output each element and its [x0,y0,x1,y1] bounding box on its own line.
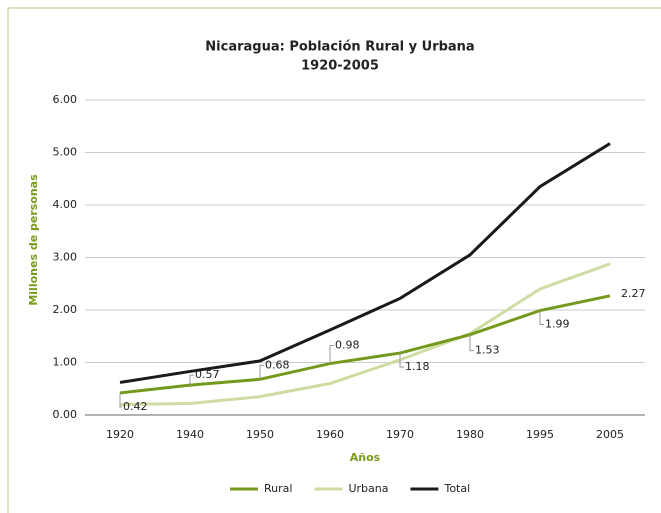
y-tick-label: 5.00 [53,146,78,159]
x-tick-label: 1950 [246,428,274,441]
label-leader [119,392,122,408]
x-axis-label: Años [350,451,381,464]
x-tick-label: 1920 [106,428,134,441]
chart-subtitle: 1920-2005 [301,59,379,74]
y-tick-label: 0.00 [53,408,78,421]
x-tick-label: 2005 [596,428,624,441]
data-label: 0.57 [195,368,220,381]
x-tick-label: 1970 [386,428,414,441]
x-tick-label: 1960 [316,428,344,441]
label-leader [399,353,404,368]
label-leader [259,364,264,380]
y-axis-label: Millones de personas [27,174,40,306]
line-series [119,142,611,384]
label-leader [329,345,334,364]
legend-label: Urbana [348,482,388,495]
data-label: 0.68 [265,358,290,371]
line-series [119,262,611,406]
chart-title: Nicaragua: Población Rural y Urbana [205,40,474,55]
x-tick-label: 1995 [526,428,554,441]
y-tick-label: 6.00 [53,93,78,106]
legend-label: Total [443,482,470,495]
label-leader [469,334,474,352]
label-leader [539,310,544,326]
line-series [119,294,611,395]
data-label: 1.99 [545,318,570,331]
legend-label: Rural [264,482,292,495]
y-tick-label: 4.00 [53,198,78,211]
y-tick-label: 2.00 [53,303,78,316]
data-label: 1.18 [405,360,430,373]
data-label: 1.53 [475,344,500,357]
data-label: 0.98 [335,339,360,352]
label-leader [189,374,194,386]
x-tick-label: 1980 [456,428,484,441]
x-tick-label: 1940 [176,428,204,441]
data-label: 2.27 [621,287,646,300]
y-tick-label: 1.00 [53,356,78,369]
y-tick-label: 3.00 [53,251,78,264]
data-label: 0.42 [123,400,148,413]
